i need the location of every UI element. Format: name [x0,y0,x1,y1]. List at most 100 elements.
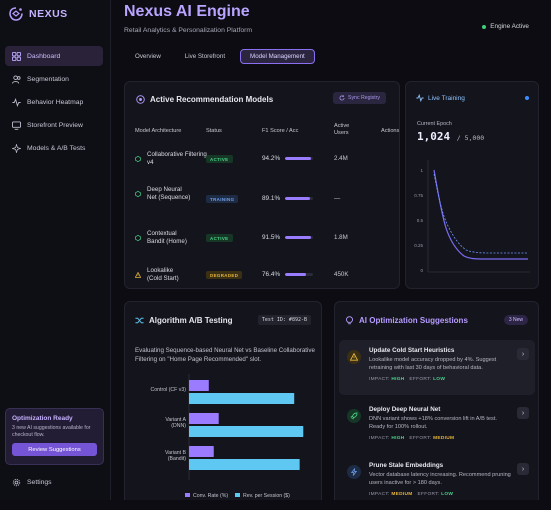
model-name: Lookalike (Cold Start) [147,266,179,282]
suggestion-meta: IMPACT: HIGH EFFORT: MEDIUM [369,436,527,441]
model-score: 89.1% [262,195,281,202]
page-subtitle: Retail Analytics & Personalization Platf… [124,27,253,34]
models-panel-title: Active Recommendation Models [150,95,274,104]
live-indicator-icon [525,96,529,100]
legend-label: Rev. per Session ($) [243,493,290,499]
tab-bar: Overview Live Storefront Model Managemen… [126,49,315,64]
bar [189,393,295,404]
warning-icon [350,353,358,361]
sidebar-item-label: Segmentation [27,75,69,83]
live-training-panel: Live Training Current Epoch 1,024 / 5,00… [405,81,539,289]
sidebar-item-dashboard[interactable]: Dashboard [5,46,103,66]
y-tick: 0.25 [414,243,423,248]
sidebar-item-storefront-preview[interactable]: Storefront Preview [5,115,103,135]
warning-icon [135,272,141,278]
refresh-icon [339,95,345,101]
chevron-right-icon[interactable]: › [517,348,529,360]
suggestion-title: Update Cold Start Heuristics [369,347,455,354]
table-row[interactable]: Contextual Bandit (Home) ACTIVE 91.5% 1.… [135,223,399,253]
effort-value: LOW [433,376,446,382]
effort-value: MEDIUM [433,435,455,441]
sidebar-item-label: Storefront Preview [27,121,83,129]
model-name: Contextual Bandit (Home) [147,229,187,245]
hexagon-icon [135,156,141,162]
category-label: (Bandit) [168,456,186,462]
suggestion-card[interactable]: Prune Stale Embeddings Vector database l… [339,455,535,510]
sidebar: NEXUS Dashboard Segmentation Behavior He… [0,0,111,500]
live-training-title: Live Training [428,94,465,102]
chevron-right-icon[interactable]: › [517,407,529,419]
main-content: Nexus AI Engine Retail Analytics & Perso… [111,0,551,500]
impact-value: HIGH [391,435,405,441]
col-status: Status [206,128,222,134]
impact-label: IMPACT: [369,491,390,497]
category-label: Variant A [165,417,186,423]
score-bar-fill [285,236,311,239]
sidebar-item-label: Models & A/B Tests [27,144,86,152]
y-tick: 0.5 [417,218,424,223]
activity-icon [12,97,21,107]
effort-label: EFFORT: [409,376,432,382]
model-name: Deep Neural Net (Sequence) [147,185,191,201]
sidebar-item-label: Behavior Heatmap [27,98,84,106]
category-label: Control (CF v3) [151,387,187,393]
bar [189,413,219,424]
review-suggestions-button[interactable]: Review Suggestions [12,443,97,457]
users-icon [12,74,21,84]
status-badge: TRAINING [206,195,239,203]
category-label: (DNN) [171,423,186,429]
sidebar-item-label: Dashboard [27,52,61,60]
effort-value: LOW [441,491,454,497]
monitor-icon [12,120,21,130]
shuffle-icon [135,317,144,324]
y-tick: 1 [420,168,423,173]
score-bar [285,157,313,160]
model-users: 1.8M [334,234,348,241]
score-bar [285,236,313,239]
table-row[interactable]: Collaborative Filtering v4 ACTIVE 94.2% … [135,144,399,174]
sparkle-icon [12,143,21,153]
impact-value: HIGH [391,376,405,382]
table-row[interactable]: Lookalike (Cold Start) DEGRADED 76.4% 45… [135,260,399,290]
ai-suggestions-panel: AI Optimization Suggestions 3 New Update… [334,301,539,500]
sidebar-item-models-ab-tests[interactable]: Models & A/B Tests [5,138,103,158]
sidebar-item-behavior-heatmap[interactable]: Behavior Heatmap [5,92,103,112]
epoch-readout: 1,024 / 5,000 [417,130,484,143]
sidebar-nav: Dashboard Segmentation Behavior Heatmap … [5,46,103,161]
chevron-right-icon[interactable]: › [517,463,529,475]
tab-overview[interactable]: Overview [135,53,161,60]
suggestion-title: Prune Stale Embeddings [369,462,444,469]
tab-model-management[interactable]: Model Management [240,49,315,64]
hexagon-icon [135,235,141,241]
impact-label: IMPACT: [369,435,390,441]
bar [189,426,304,437]
epoch-total: / 5,000 [456,134,485,142]
suggestion-card[interactable]: Update Cold Start Heuristics Lookalike m… [339,340,535,395]
status-badge: ACTIVE [206,155,233,163]
optimization-promo-card: Optimization Ready 3 new AI suggestions … [5,408,104,465]
model-score: 94.2% [262,155,281,162]
legend-swatch [235,493,240,497]
tab-live-storefront[interactable]: Live Storefront [184,53,226,60]
suggestion-text: Vector database latency increasing. Reco… [369,472,511,486]
sidebar-item-settings[interactable]: Settings [12,478,52,487]
score-bar-fill [285,273,307,276]
models-panel: Active Recommendation Models Sync Regist… [124,81,400,289]
score-bar-fill [285,197,310,200]
sidebar-item-segmentation[interactable]: Segmentation [5,69,103,89]
ai-suggestions-header: AI Optimization Suggestions [345,316,468,325]
y-tick: 0.75 [414,193,423,198]
suggestion-meta: IMPACT: HIGH EFFORT: LOW [369,377,527,382]
model-score: 76.4% [262,271,281,278]
lightbulb-icon [345,316,354,325]
brand-logo[interactable]: NEXUS [8,6,68,22]
effort-label: EFFORT: [417,491,440,497]
training-loss-line [433,169,528,260]
bar [189,446,214,457]
validation-loss-line [433,173,528,254]
table-row[interactable]: Deep Neural Net (Sequence) TRAINING 89.1… [135,179,399,209]
category-label: Variant B [165,450,186,456]
engine-status: Engine Active [482,23,529,30]
sync-registry-button[interactable]: Sync Registry [333,92,386,104]
suggestion-card[interactable]: Deploy Deep Neural Net DNN variant shows… [339,399,535,454]
